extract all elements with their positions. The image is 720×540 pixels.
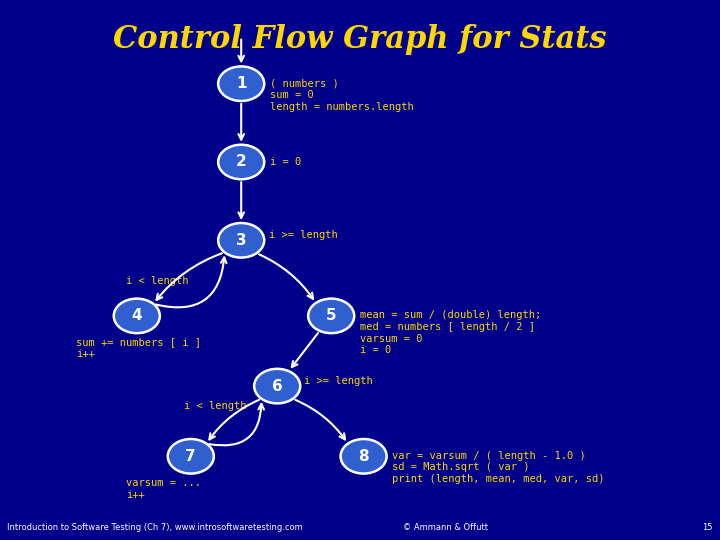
FancyArrowPatch shape — [238, 182, 244, 218]
FancyArrowPatch shape — [259, 254, 313, 299]
FancyArrowPatch shape — [156, 253, 222, 300]
Text: 5: 5 — [326, 308, 336, 323]
Text: 7: 7 — [186, 449, 196, 464]
Circle shape — [218, 145, 264, 179]
FancyArrowPatch shape — [295, 400, 345, 440]
Text: mean = sum / (double) length;
med = numbers [ length / 2 ]
varsum = 0
i = 0: mean = sum / (double) length; med = numb… — [360, 310, 541, 355]
Text: 4: 4 — [132, 308, 142, 323]
Circle shape — [254, 369, 300, 403]
Text: i = 0: i = 0 — [270, 157, 301, 167]
Text: © Ammann & Offutt: © Ammann & Offutt — [403, 523, 488, 532]
Text: ( numbers )
sum = 0
length = numbers.length: ( numbers ) sum = 0 length = numbers.len… — [270, 78, 414, 111]
Text: sum += numbers [ i ]
i++: sum += numbers [ i ] i++ — [76, 337, 201, 359]
Circle shape — [218, 66, 264, 101]
Circle shape — [168, 439, 214, 474]
Text: 1: 1 — [236, 76, 246, 91]
Text: 15: 15 — [702, 523, 713, 532]
Circle shape — [308, 299, 354, 333]
FancyArrowPatch shape — [210, 400, 259, 440]
Text: 8: 8 — [359, 449, 369, 464]
Text: i < length: i < length — [184, 401, 246, 411]
FancyArrowPatch shape — [210, 404, 264, 446]
FancyArrowPatch shape — [238, 104, 244, 140]
Text: i >= length: i >= length — [304, 376, 372, 386]
Text: 2: 2 — [236, 154, 246, 170]
Circle shape — [218, 223, 264, 258]
Text: var = varsum / ( length - 1.0 )
sd = Math.sqrt ( var )
print (length, mean, med,: var = varsum / ( length - 1.0 ) sd = Mat… — [392, 451, 605, 484]
FancyArrowPatch shape — [292, 333, 318, 367]
Circle shape — [341, 439, 387, 474]
FancyArrowPatch shape — [156, 258, 227, 307]
Text: Introduction to Software Testing (Ch 7), www.introsoftwaretesting.com: Introduction to Software Testing (Ch 7),… — [7, 523, 303, 532]
Text: varsum = ...
i++: varsum = ... i++ — [126, 478, 201, 500]
Text: 3: 3 — [236, 233, 246, 248]
Text: Control Flow Graph for Stats: Control Flow Graph for Stats — [113, 24, 607, 55]
Text: 6: 6 — [272, 379, 282, 394]
Text: i >= length: i >= length — [269, 230, 337, 240]
Text: i < length: i < length — [126, 276, 189, 286]
Circle shape — [114, 299, 160, 333]
